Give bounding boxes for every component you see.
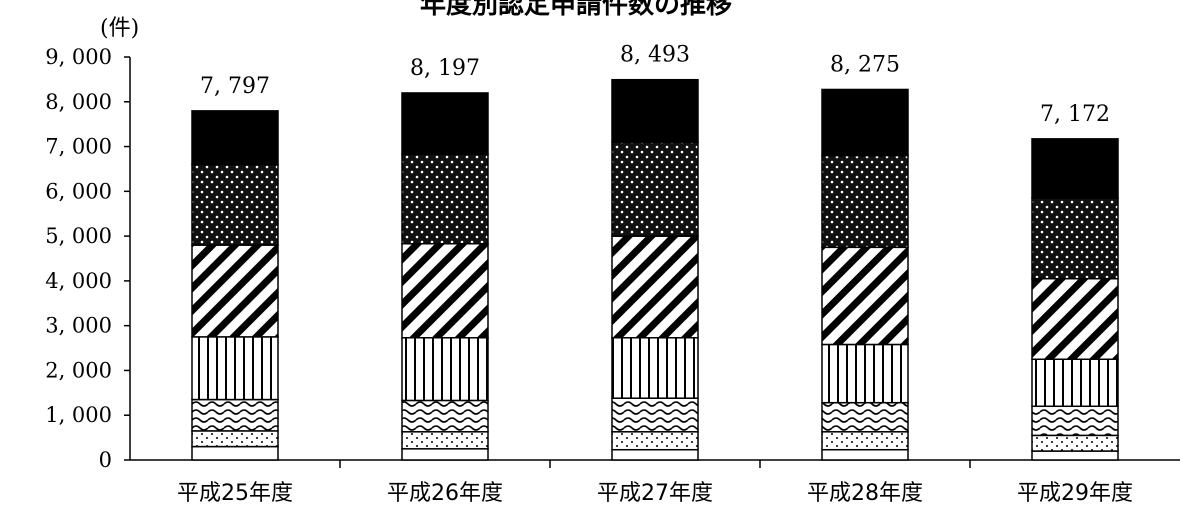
y-tick-label: 5, 000 <box>45 224 112 248</box>
bar-segment-vertical <box>821 343 909 404</box>
bar-segment-waves <box>401 399 489 433</box>
bar-segment-vertical <box>1031 358 1119 408</box>
bar-segment-solid <box>821 88 909 157</box>
bar-segment-waves <box>611 397 699 433</box>
axes: 0 1, 000 2, 000 3, 000 4, 000 5, 000 6, 000 7, … <box>45 45 1180 472</box>
x-category-label: 平成26年度 <box>387 481 503 505</box>
y-tick-label: 7, 000 <box>45 135 112 159</box>
y-tick-label: 6, 000 <box>45 179 112 203</box>
bar-segment-blank <box>191 445 279 461</box>
bar-segment-dots <box>1031 434 1119 452</box>
y-axis-unit-label: (件) <box>100 16 140 41</box>
bar-segment-solid <box>401 92 489 155</box>
x-category-label: 平成29年度 <box>1017 481 1133 505</box>
total-value-label: 8, 275 <box>830 52 900 77</box>
y-tick-label: 4, 000 <box>45 269 112 293</box>
bar-segment-waves <box>191 398 279 432</box>
bar-segment-solid <box>611 78 699 143</box>
bar-segment-solid <box>1031 138 1119 199</box>
total-value-label: 7, 172 <box>1040 102 1110 127</box>
y-tick-label: 3, 000 <box>45 314 112 338</box>
x-category-label: 平成27年度 <box>597 481 713 505</box>
y-tick-label: 0 <box>99 448 112 472</box>
bar-segment-waves <box>821 401 909 433</box>
bar-segment-waves <box>1031 405 1119 437</box>
total-value-label: 8, 493 <box>620 43 690 68</box>
x-category-label: 平成28年度 <box>807 481 923 505</box>
bar-segment-blank <box>611 448 699 461</box>
labels: 7, 797 平成25年度 8, 197 平成26年度 8, 493 平成27年度 8, 2… <box>177 43 1133 505</box>
bar-segment-stars <box>821 154 909 249</box>
total-value-label: 8, 197 <box>410 56 480 81</box>
bars <box>191 78 1119 461</box>
bar-segment-blank <box>821 448 909 461</box>
y-tick-label: 8, 000 <box>45 90 112 114</box>
chart-title: 年度別認定申請件数の推移 <box>420 0 733 20</box>
bar-segment-diagonal <box>1031 277 1119 360</box>
bar-segment-stars <box>401 153 489 245</box>
x-category-label: 平成25年度 <box>177 481 293 505</box>
total-value-label: 7, 797 <box>200 74 270 99</box>
bar-segment-blank <box>401 448 489 461</box>
bar-segment-stars <box>191 163 279 246</box>
bar-segment-diagonal <box>611 235 699 339</box>
bar-segment-blank <box>1031 450 1119 461</box>
bar-segment-diagonal <box>191 244 279 338</box>
bar-segment-solid <box>191 110 279 166</box>
y-tick-label: 2, 000 <box>45 358 112 382</box>
bar-segment-vertical <box>611 337 699 399</box>
bar-segment-stars <box>611 141 699 237</box>
bar-segment-diagonal <box>821 246 909 346</box>
bar-segment-dots <box>191 430 279 448</box>
y-tick-label: 9, 000 <box>45 45 112 69</box>
y-tick-label: 1, 000 <box>45 403 112 427</box>
bar-segment-stars <box>1031 197 1119 280</box>
bar-segment-vertical <box>191 336 279 401</box>
bar-segment-dots <box>611 431 699 451</box>
bar-segment-diagonal <box>401 242 489 339</box>
bar-segment-dots <box>401 431 489 450</box>
bar-segment-vertical <box>401 337 489 402</box>
bar-segment-dots <box>821 431 909 451</box>
